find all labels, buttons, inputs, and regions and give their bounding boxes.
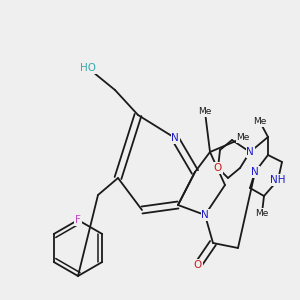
Text: O: O: [214, 163, 222, 173]
Text: N: N: [251, 167, 259, 177]
Text: N: N: [201, 210, 209, 220]
Text: NH: NH: [270, 175, 286, 185]
Text: Me: Me: [198, 107, 212, 116]
Text: Me: Me: [253, 118, 267, 127]
Text: HO: HO: [80, 63, 96, 73]
Text: N: N: [246, 147, 254, 157]
Text: N: N: [171, 133, 179, 143]
Text: Me: Me: [236, 134, 250, 142]
Text: F: F: [75, 215, 81, 225]
Text: Me: Me: [255, 208, 269, 217]
Text: O: O: [194, 260, 202, 270]
